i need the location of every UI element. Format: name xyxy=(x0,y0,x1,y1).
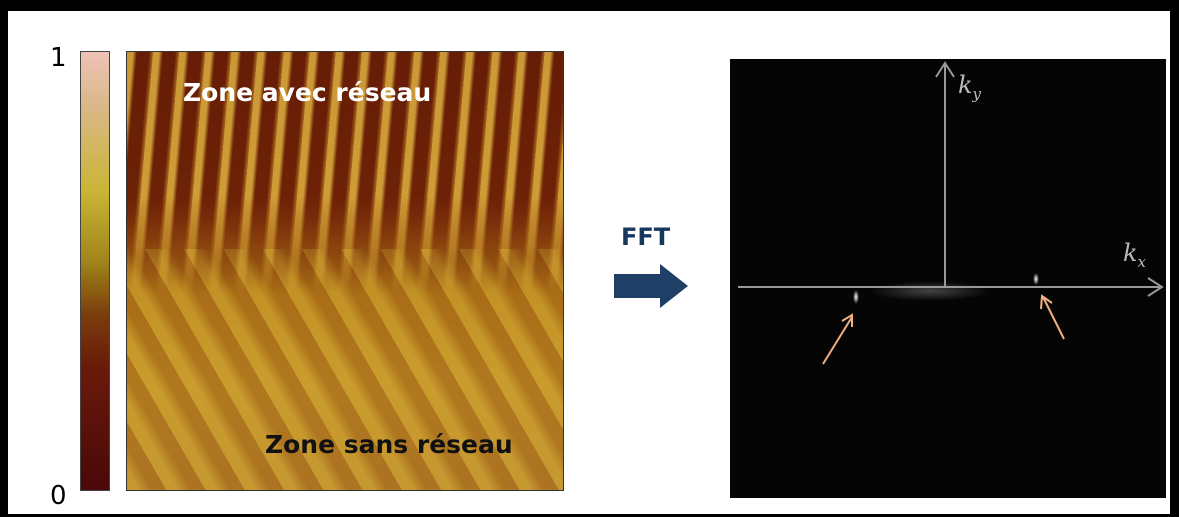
ky-label: ky xyxy=(958,71,981,103)
peak xyxy=(853,290,859,304)
k: k xyxy=(1123,239,1138,267)
axis-head xyxy=(1147,277,1164,297)
texture xyxy=(127,52,563,293)
peak xyxy=(1033,273,1039,285)
afm-image: Zone avec réseau Zone sans réseau xyxy=(126,51,564,491)
sub: x xyxy=(1137,252,1147,271)
kx-label: kx xyxy=(1123,239,1146,271)
arrow xyxy=(614,264,688,308)
transform-label: FFT xyxy=(621,223,671,251)
fft-plot xyxy=(738,61,1164,365)
spectrum xyxy=(870,281,990,301)
colorbar xyxy=(80,51,110,491)
arrow-shape xyxy=(614,264,688,308)
pointer xyxy=(1040,294,1065,340)
zone-label: Zone avec réseau xyxy=(183,78,432,107)
axis-head xyxy=(935,61,955,78)
k: k xyxy=(958,71,973,99)
colorbar-max: 1 xyxy=(50,43,67,73)
colorbar-min: 0 xyxy=(50,481,67,511)
pointer xyxy=(822,313,853,365)
sub: y xyxy=(972,84,982,103)
zone-label: Zone sans réseau xyxy=(265,430,513,459)
fft-image xyxy=(730,59,1166,498)
